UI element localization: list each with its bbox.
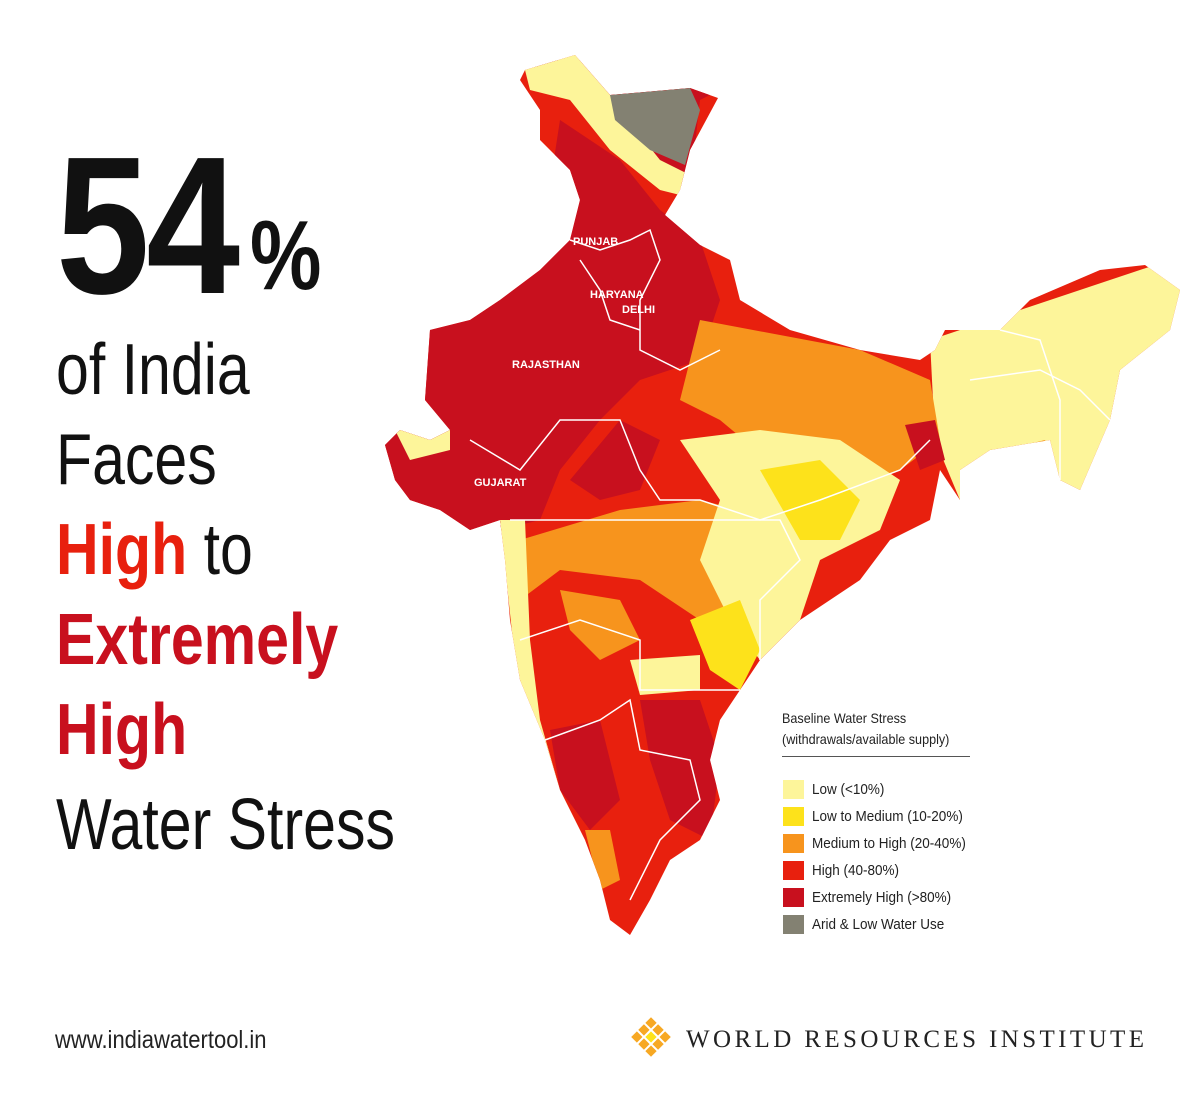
legend-label: Arid & Low Water Use — [812, 915, 945, 933]
wri-logo — [631, 1017, 671, 1057]
legend-rule — [782, 756, 970, 757]
border — [569, 228, 721, 371]
legend-label: Low (<10%) — [812, 780, 885, 798]
region — [1025, 440, 1045, 465]
legend-subtitle: (withdrawals/available supply) — [782, 731, 950, 747]
state-borders — [469, 228, 1111, 901]
headline-line: of India — [56, 330, 250, 410]
region — [640, 700, 720, 840]
logo-square — [645, 1017, 657, 1029]
logo-square — [645, 1031, 657, 1043]
organization-name: WORLD RESOURCES INSTITUTE — [686, 1026, 1148, 1053]
region — [760, 460, 860, 540]
region — [560, 590, 640, 660]
region — [385, 120, 720, 540]
logo-square — [652, 1038, 664, 1050]
legend-swatch — [783, 833, 804, 853]
legend-label: Extremely High (>80%) — [812, 888, 952, 906]
logo-square — [638, 1024, 650, 1036]
legend-item: Extremely High (>80%) — [783, 887, 967, 907]
headline-line: Extremely — [56, 600, 339, 680]
state-label: GUJARAT — [474, 477, 527, 489]
legend-title: Baseline Water Stress — [782, 710, 907, 726]
logo-square — [631, 1031, 643, 1043]
region — [520, 55, 700, 200]
headline-number: 54 — [56, 116, 240, 335]
state-label: RAJASTHAN — [512, 359, 580, 371]
word: to — [203, 510, 253, 590]
state-label: DELHI — [622, 304, 655, 316]
region — [630, 655, 700, 695]
headline-unit: % — [250, 200, 322, 310]
highlight: High — [56, 510, 188, 590]
border — [969, 369, 1111, 421]
legend-swatch — [783, 860, 804, 880]
region — [690, 600, 760, 690]
legend-swatch — [783, 806, 804, 826]
headline-line: High — [56, 690, 188, 770]
border — [519, 619, 740, 691]
legend-item: Arid & Low Water Use — [783, 914, 959, 934]
logo-square — [652, 1024, 664, 1036]
legend-item: Low to Medium (10-20%) — [783, 806, 980, 826]
logo-square — [659, 1031, 671, 1043]
region — [550, 720, 620, 830]
legend-item: High (40-80%) — [783, 860, 909, 880]
legend-label: Low to Medium (10-20%) — [812, 807, 963, 825]
region — [500, 520, 600, 900]
website-url: www.indiawatertool.in — [55, 1026, 267, 1054]
border — [469, 419, 931, 521]
legend-swatch — [783, 887, 804, 907]
region — [680, 320, 940, 500]
legend-swatch — [783, 779, 804, 799]
headline-line: Water Stress — [56, 785, 395, 865]
headline-line: High to — [56, 514, 253, 586]
logo-square — [638, 1038, 650, 1050]
legend-item: Low (<10%) — [783, 779, 892, 799]
state-label: PUNJAB — [573, 236, 618, 248]
border — [510, 519, 801, 660]
legend-label: High (40-80%) — [812, 861, 900, 879]
border — [544, 698, 701, 901]
headline-line: Faces — [56, 420, 217, 500]
region — [570, 420, 660, 500]
border — [999, 329, 1061, 480]
state-label: HARYANA — [590, 289, 644, 301]
region — [395, 430, 450, 460]
region — [610, 88, 700, 165]
region — [585, 830, 620, 890]
legend-label: Medium to High (20-40%) — [812, 834, 966, 852]
legend-swatch — [783, 914, 804, 934]
border — [579, 259, 641, 331]
logo-square — [645, 1045, 657, 1057]
legend-item: Medium to High (20-40%) — [783, 833, 983, 853]
